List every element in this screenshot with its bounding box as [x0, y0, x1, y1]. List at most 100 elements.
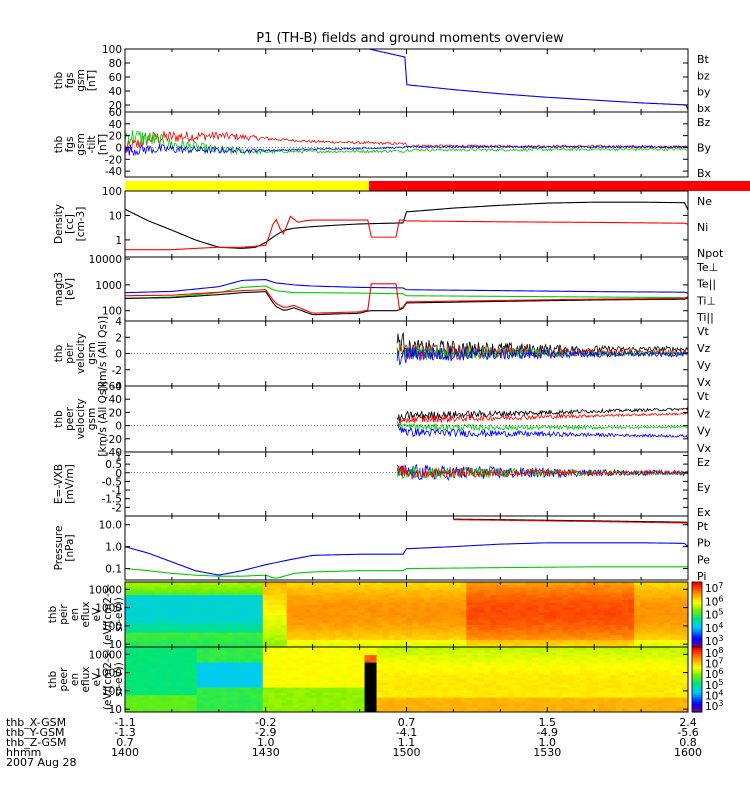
- spectrogram-cell: [532, 614, 539, 618]
- spectrogram-cell: [262, 602, 270, 606]
- spectrogram-cell: [166, 679, 174, 683]
- spectrogram-cell: [532, 667, 539, 671]
- spectrogram-cell: [214, 709, 222, 712]
- spectrogram-cell: [502, 607, 509, 611]
- spectrogram-cell: [508, 647, 515, 651]
- spectrogram-cell: [562, 624, 569, 628]
- spectrogram-cell: [466, 677, 473, 681]
- spectrogram-cell: [430, 682, 438, 686]
- spectrogram-cell: [196, 599, 204, 603]
- spectrogram-cell: [298, 592, 306, 596]
- spectrogram-cell: [526, 634, 533, 638]
- y-tick-label: 80: [109, 58, 122, 70]
- spectrogram-cell: [370, 587, 378, 591]
- spectrogram-cell: [250, 662, 258, 666]
- spectrogram-cell: [538, 659, 545, 663]
- spectrogram-cell: [454, 697, 462, 701]
- spectrogram-cell: [226, 607, 234, 611]
- spectrogram-cell: [376, 582, 384, 586]
- spectrogram-cell: [280, 707, 288, 711]
- spectrogram-cell: [232, 617, 240, 621]
- spectrogram-cell: [298, 597, 306, 601]
- spectrogram-cell: [388, 659, 396, 663]
- spectrogram-cell: [490, 654, 497, 658]
- spectrogram-cell: [394, 702, 402, 706]
- spectrogram-cell: [184, 604, 192, 608]
- spectrogram-cell: [460, 684, 467, 688]
- spectrogram-cell: [274, 619, 282, 623]
- spectrogram-cell: [388, 632, 396, 636]
- spectrogram-cell: [304, 647, 312, 651]
- spectrogram-cell: [292, 637, 300, 641]
- spectrogram-cell: [442, 687, 450, 691]
- spectrogram-cell: [430, 667, 438, 671]
- spectrogram-cell: [670, 644, 677, 647]
- spectrogram-cell: [568, 647, 575, 651]
- spectrogram-cell: [436, 704, 444, 708]
- spectrogram-cell: [424, 672, 432, 676]
- spectrogram-cell: [586, 637, 593, 641]
- spectrogram-cell: [586, 694, 593, 698]
- spectrogram-cell: [292, 612, 300, 616]
- spectrogram-cell: [130, 632, 138, 636]
- y-tick-label: 1000: [95, 280, 122, 292]
- spectrogram-cell: [250, 659, 258, 663]
- spectrogram-cell: [472, 699, 479, 703]
- spectrogram-cell: [232, 644, 240, 647]
- spectrogram-cell: [670, 607, 677, 611]
- spectrogram-cell: [184, 684, 192, 688]
- series-line-pi: [125, 542, 688, 576]
- spectrogram-cell: [262, 629, 270, 633]
- spectrogram-cell: [418, 602, 426, 606]
- spectrogram-cell: [556, 664, 563, 668]
- spectrogram-cell: [472, 584, 479, 588]
- spectrogram-cell: [628, 602, 635, 606]
- spectrogram-cell: [580, 594, 587, 598]
- spectrogram-cell: [286, 662, 294, 666]
- spectrogram-cell: [670, 594, 677, 598]
- spectrogram-cell: [256, 657, 264, 661]
- spectrogram-cell: [448, 664, 456, 668]
- spectrogram-cell: [622, 607, 629, 611]
- spectrogram-cell: [448, 584, 456, 588]
- spectrogram-cell: [256, 604, 264, 608]
- spectrogram-cell: [382, 687, 390, 691]
- spectrogram-cell: [568, 704, 575, 708]
- spectrogram-cell: [490, 659, 497, 663]
- spectrogram-cell: [484, 687, 491, 691]
- spectrogram-cell: [394, 627, 402, 631]
- spectrogram-cell: [292, 699, 300, 703]
- spectrogram-cell: [664, 617, 671, 621]
- spectrogram-cell: [658, 642, 665, 646]
- spectrogram-cell: [514, 702, 521, 706]
- spectrogram-cell: [682, 634, 688, 638]
- spectrogram-cell: [628, 599, 635, 603]
- spectrogram-cell: [154, 582, 162, 586]
- spectrogram-cell: [388, 622, 396, 626]
- spectrogram-cell: [580, 637, 587, 641]
- spectrogram-cell: [622, 627, 629, 631]
- spectrogram-cell: [208, 652, 216, 656]
- spectrogram-cell: [580, 697, 587, 701]
- spectrogram-cell: [418, 699, 426, 703]
- spectrogram-cell: [616, 612, 623, 616]
- spectrogram-cell: [262, 597, 270, 601]
- spectrogram-cell: [310, 634, 318, 638]
- spectrogram-cell: [478, 707, 485, 711]
- spectrogram-cell: [592, 637, 599, 641]
- spectrogram-cell: [448, 629, 456, 633]
- spectrogram-cell: [490, 624, 497, 628]
- spectrogram-cell: [556, 649, 563, 653]
- spectrogram-cell: [568, 694, 575, 698]
- spectrogram-cell: [544, 674, 551, 678]
- spectrogram-cell: [460, 622, 467, 626]
- spectrogram-cell: [196, 582, 204, 586]
- spectrogram-cell: [220, 622, 228, 626]
- spectrogram-cell: [298, 707, 306, 711]
- spectrogram-cell: [274, 677, 282, 681]
- spectrogram-cell: [292, 619, 300, 623]
- spectrogram-cell: [298, 704, 306, 708]
- spectrogram-cell: [406, 594, 414, 598]
- spectrogram-cell: [322, 644, 330, 647]
- spectrogram-cell: [130, 647, 138, 651]
